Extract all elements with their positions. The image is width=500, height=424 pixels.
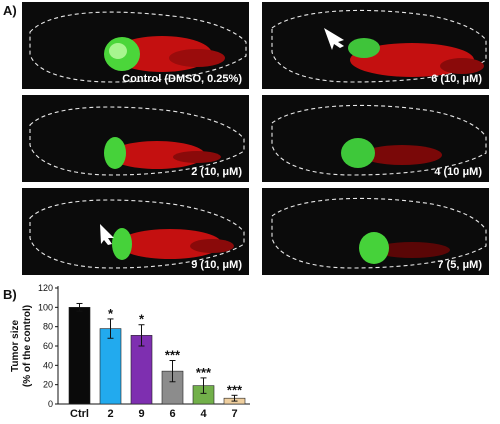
tumor-size-bar-chart: Tumor size (% of the control) 0 20 40 60 80 10… (10, 283, 250, 420)
y-tick-label: 60 (43, 341, 53, 351)
y-tick-label: 100 (38, 302, 53, 312)
zebrafish-image-4: 4 (10 μM) (262, 95, 489, 182)
zebrafish-image-7: 7 (5, μM) (262, 188, 489, 275)
error-bars (76, 302, 238, 402)
bar-Ctrl (68, 307, 91, 405)
category-labels: Ctrl 2 9 6 4 7 (70, 408, 238, 420)
zebrafish-7-drawing (271, 197, 487, 269)
significance-mark-6: *** (165, 348, 181, 363)
image-label-7: 7 (5, μM) (437, 259, 482, 271)
image-label-2: 2 (10, μM) (191, 166, 242, 178)
x-tick-label: 7 (231, 408, 237, 420)
y-tick-label: 40 (43, 360, 53, 370)
y-tick-label: 0 (48, 399, 53, 409)
zebrafish-6-drawing (271, 9, 487, 83)
zebrafish-image-control: Control (DMSO, 0.25%) (22, 2, 249, 89)
zebrafish-9-drawing (29, 199, 245, 269)
panel-b-letter: B) (3, 287, 17, 302)
zebrafish-control-drawing (29, 11, 247, 83)
significance-mark-2: * (108, 306, 114, 321)
y-tick-label: 120 (38, 283, 53, 293)
arrow-icon (324, 28, 344, 50)
y-axis-label-line: Tumor size (10, 320, 21, 372)
zebrafish-2-drawing (29, 106, 245, 176)
x-tick-label: 6 (169, 408, 175, 420)
y-axis: 0 20 40 60 80 100 120 (38, 283, 250, 409)
y-tick-label: 80 (43, 322, 53, 332)
zebrafish-image-6: 6 (10, μM) (262, 2, 489, 89)
zebrafish-image-9: 9 (10, μM) (22, 188, 249, 275)
significance-mark-9: * (139, 312, 145, 327)
image-label-9: 9 (10, μM) (191, 259, 242, 271)
significance-marks: * ********** (108, 306, 243, 397)
bar-2 (99, 328, 122, 405)
bars (68, 307, 246, 405)
significance-mark-4: *** (196, 365, 212, 380)
y-axis-label: Tumor size (% of the control) (10, 305, 33, 387)
image-label-4: 4 (10 μM) (434, 166, 482, 178)
x-tick-label: Ctrl (70, 408, 89, 420)
y-tick-label: 20 (43, 380, 53, 390)
significance-mark-7: *** (227, 382, 243, 397)
y-axis-label-line: (% of the control) (22, 305, 33, 387)
image-label-6: 6 (10, μM) (431, 73, 482, 85)
x-tick-label: 2 (107, 408, 113, 420)
arrow-icon (100, 224, 114, 245)
image-label-control: Control (DMSO, 0.25%) (122, 73, 242, 85)
x-tick-label: 4 (200, 408, 207, 420)
zebrafish-4-drawing (271, 104, 487, 176)
panel-a-letter: A) (3, 3, 17, 18)
x-tick-label: 9 (138, 408, 144, 420)
zebrafish-image-2: 2 (10, μM) (22, 95, 249, 182)
